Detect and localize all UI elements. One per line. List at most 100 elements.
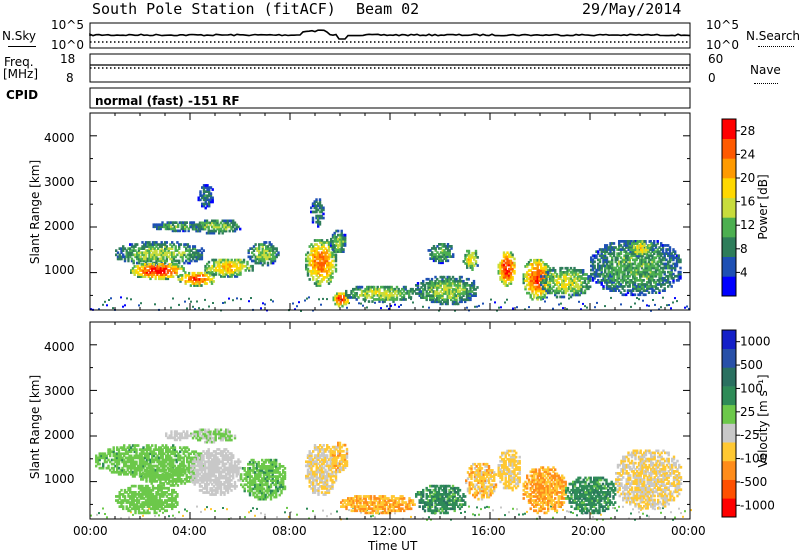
power-cell (471, 268, 474, 271)
velocity-cell (156, 460, 159, 464)
velocity-cell (169, 480, 173, 483)
power-region (177, 271, 215, 287)
power-cell (202, 223, 205, 227)
velocity-cell (173, 450, 177, 454)
power-cell (408, 296, 411, 299)
power-cell (172, 269, 175, 272)
power-cell (543, 275, 546, 278)
power-cell (609, 274, 612, 278)
power-cell (653, 260, 656, 264)
power-cell (644, 274, 647, 278)
power-cell (509, 259, 513, 263)
power-cell (385, 296, 388, 299)
velocity-cell (98, 462, 101, 466)
velocity-cell (148, 495, 151, 498)
power-cell (225, 271, 228, 274)
power-cell (612, 281, 616, 284)
power-cell (364, 289, 367, 293)
power-cell (531, 273, 534, 276)
power-cell (552, 277, 555, 280)
velocity-cell (153, 495, 156, 498)
velocity-cell (189, 458, 192, 462)
power-cell (317, 280, 320, 283)
power-cell (305, 253, 308, 257)
velocity-cell (200, 470, 203, 474)
power-cell (635, 270, 638, 274)
power-cell (123, 257, 127, 261)
power-cell (335, 235, 338, 239)
power-cell (432, 253, 436, 256)
power-cell (605, 258, 609, 262)
velocity-cell (164, 501, 167, 504)
power-cell (677, 270, 680, 274)
power-cell (378, 296, 381, 299)
power-cell (239, 227, 242, 231)
velocity-cell (130, 501, 134, 504)
power-cell (443, 292, 446, 295)
power-cell (140, 302, 142, 305)
velocity-cell (168, 448, 171, 451)
power-cell (453, 300, 456, 304)
power-cell (308, 296, 310, 299)
power-cell (337, 244, 340, 247)
power-cell (332, 298, 335, 302)
power-cell (315, 198, 318, 201)
velocity-cell (138, 466, 142, 470)
power-cell (464, 284, 467, 287)
power-cell (327, 257, 331, 261)
power-cell (504, 269, 507, 273)
velocity-cell (372, 514, 374, 517)
velocity-cell (160, 484, 163, 488)
power-cell (621, 240, 624, 243)
power-cell (431, 255, 434, 258)
power-cell (431, 251, 434, 254)
power-cell (211, 271, 214, 274)
velocity-cell (123, 499, 127, 502)
power-cell (178, 221, 182, 224)
power-cell (197, 229, 200, 233)
velocity-cell (218, 436, 221, 440)
power-cell (160, 245, 163, 248)
power-cell (204, 266, 207, 270)
power-cell (144, 257, 148, 261)
power-cell (660, 248, 663, 251)
power-cell (150, 255, 153, 259)
power-cell (569, 266, 573, 270)
power-cell (591, 268, 595, 272)
power-cell (638, 240, 641, 243)
velocity-cell (244, 516, 246, 519)
velocity-cell (145, 450, 149, 454)
power-cell (228, 264, 232, 268)
power-cell (214, 258, 218, 262)
power-cell (420, 286, 423, 289)
velocity-cell (143, 475, 146, 479)
velocity-cell (125, 501, 128, 504)
power-cell (176, 249, 179, 252)
velocity-cell (153, 499, 156, 502)
velocity-cell (200, 434, 203, 438)
velocity-cell (110, 470, 114, 474)
velocity-cell (198, 428, 202, 432)
power-cell (230, 271, 233, 274)
power-cell (650, 246, 653, 250)
velocity-cell (131, 462, 135, 466)
velocity-cell (182, 466, 185, 470)
freq-tick-bottom: 8 (66, 71, 74, 85)
power-cell (651, 256, 654, 260)
power-cell (450, 284, 453, 287)
power-cell (446, 243, 450, 246)
power-cell (136, 261, 139, 265)
power-cell (197, 255, 200, 259)
velocity-ytick-4000: 4000 (44, 340, 75, 354)
power-cell (374, 298, 378, 301)
power-cell (211, 273, 214, 276)
power-cell (569, 279, 573, 282)
velocity-cell (175, 482, 178, 485)
power-cell (254, 247, 257, 250)
velocity-cell (172, 503, 176, 506)
velocity-cell (183, 478, 187, 481)
velocity-cell (139, 486, 142, 490)
velocity-cell (152, 450, 156, 454)
power-cell (632, 240, 636, 243)
power-cell (202, 202, 206, 206)
